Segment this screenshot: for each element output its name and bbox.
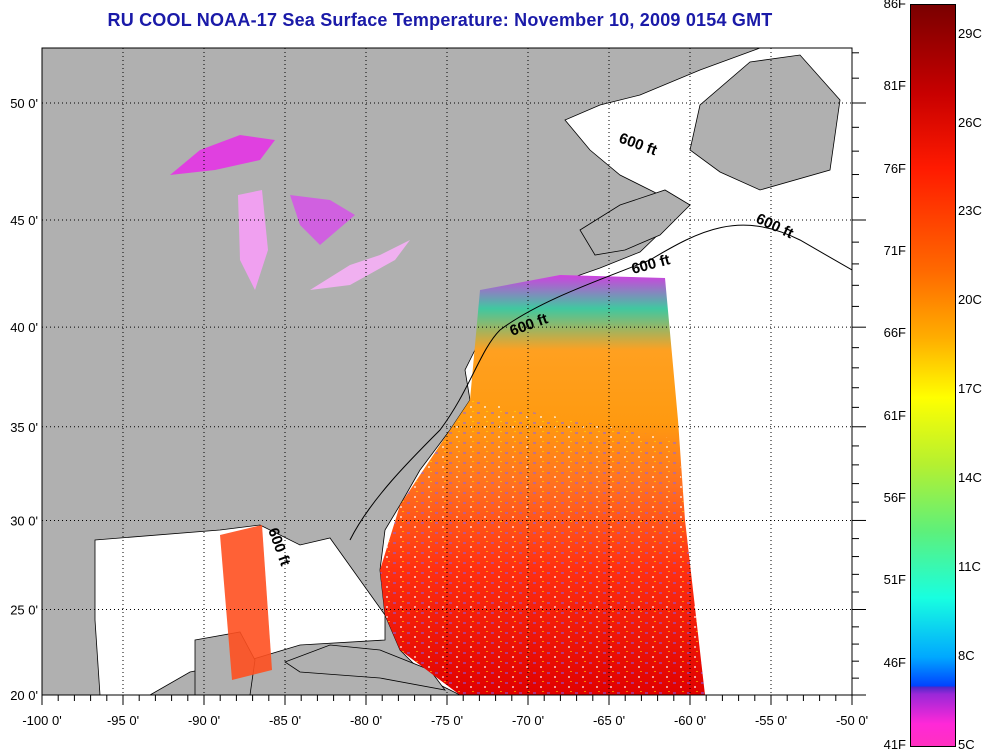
colorbar-label-f: 81F [883,78,906,94]
sst-map: -100 0' -95 0' -90 0' -85 0' -80 0' -75 0' -70… [10,47,868,728]
colorbar-label-f: 61F [883,407,906,423]
colorbar-label-f: 51F [883,572,906,588]
lon-tick-label: -95 0' [107,713,139,728]
lon-tick-label: -60 0' [674,713,706,728]
newfoundland [689,54,841,191]
colorbar [910,4,956,747]
lon-tick-label: -85 0' [269,713,301,728]
lake-michigan [238,190,268,290]
colorbar-label-c: 11C [958,559,981,575]
colorbar-label-f: 76F [883,160,906,176]
colorbar-label-c: 26C [958,114,982,130]
lon-tick-label: -80 0' [350,713,382,728]
graticule [42,48,852,695]
lon-tick-label: -100 0' [22,713,61,728]
chart-title: RU COOL NOAA-17 Sea Surface Temperature:… [107,10,773,30]
isobath-600ft [349,224,852,541]
lat-tick-label: 30 0' [10,513,38,528]
colorbar-label-f: 41F [883,737,906,752]
lat-tick-label: 45 0' [10,213,38,228]
lat-tick-label: 35 0' [10,420,38,435]
lon-tick-label: -70 0' [512,713,544,728]
colorbar-label-c: 5C [958,737,975,752]
colorbar-label-c: 29C [958,25,982,41]
colorbar-label-f: 71F [883,243,906,258]
colorbar-label-c: 17C [958,381,982,397]
sst-gulf-swath [220,525,272,680]
lake-erie-ontario [310,240,410,290]
lat-tick-label: 40 0' [10,320,38,335]
sst-noise [380,400,705,695]
colorbar-label-c: 23C [958,203,982,219]
lake-superior [170,135,275,175]
lat-tick-label: 50 0' [10,96,38,111]
cuba [284,644,446,691]
colorbar-label-c: 20C [958,292,982,308]
colorbar-label-f: 86F [883,0,906,11]
colorbar-label-c: 14C [958,470,982,486]
lon-tick-label: -55 0' [755,713,787,728]
axis-ticks: -100 0' -95 0' -90 0' -85 0' -80 0' -75 0' -70… [10,52,868,728]
colorbar-label-f: 56F [883,490,906,505]
lat-tick-label: 20 0' [10,688,38,703]
colorbar-label-f: 66F [883,325,906,341]
lon-tick-label: -65 0' [593,713,625,728]
colorbar-label-c: 8C [958,648,975,664]
lat-tick-label: 25 0' [10,603,38,618]
lon-tick-label: -75 0' [431,713,463,728]
lon-tick-label: -90 0' [188,713,220,728]
lon-tick-label: -50 0' [836,713,868,728]
colorbar-label-f: 46F [883,654,906,670]
